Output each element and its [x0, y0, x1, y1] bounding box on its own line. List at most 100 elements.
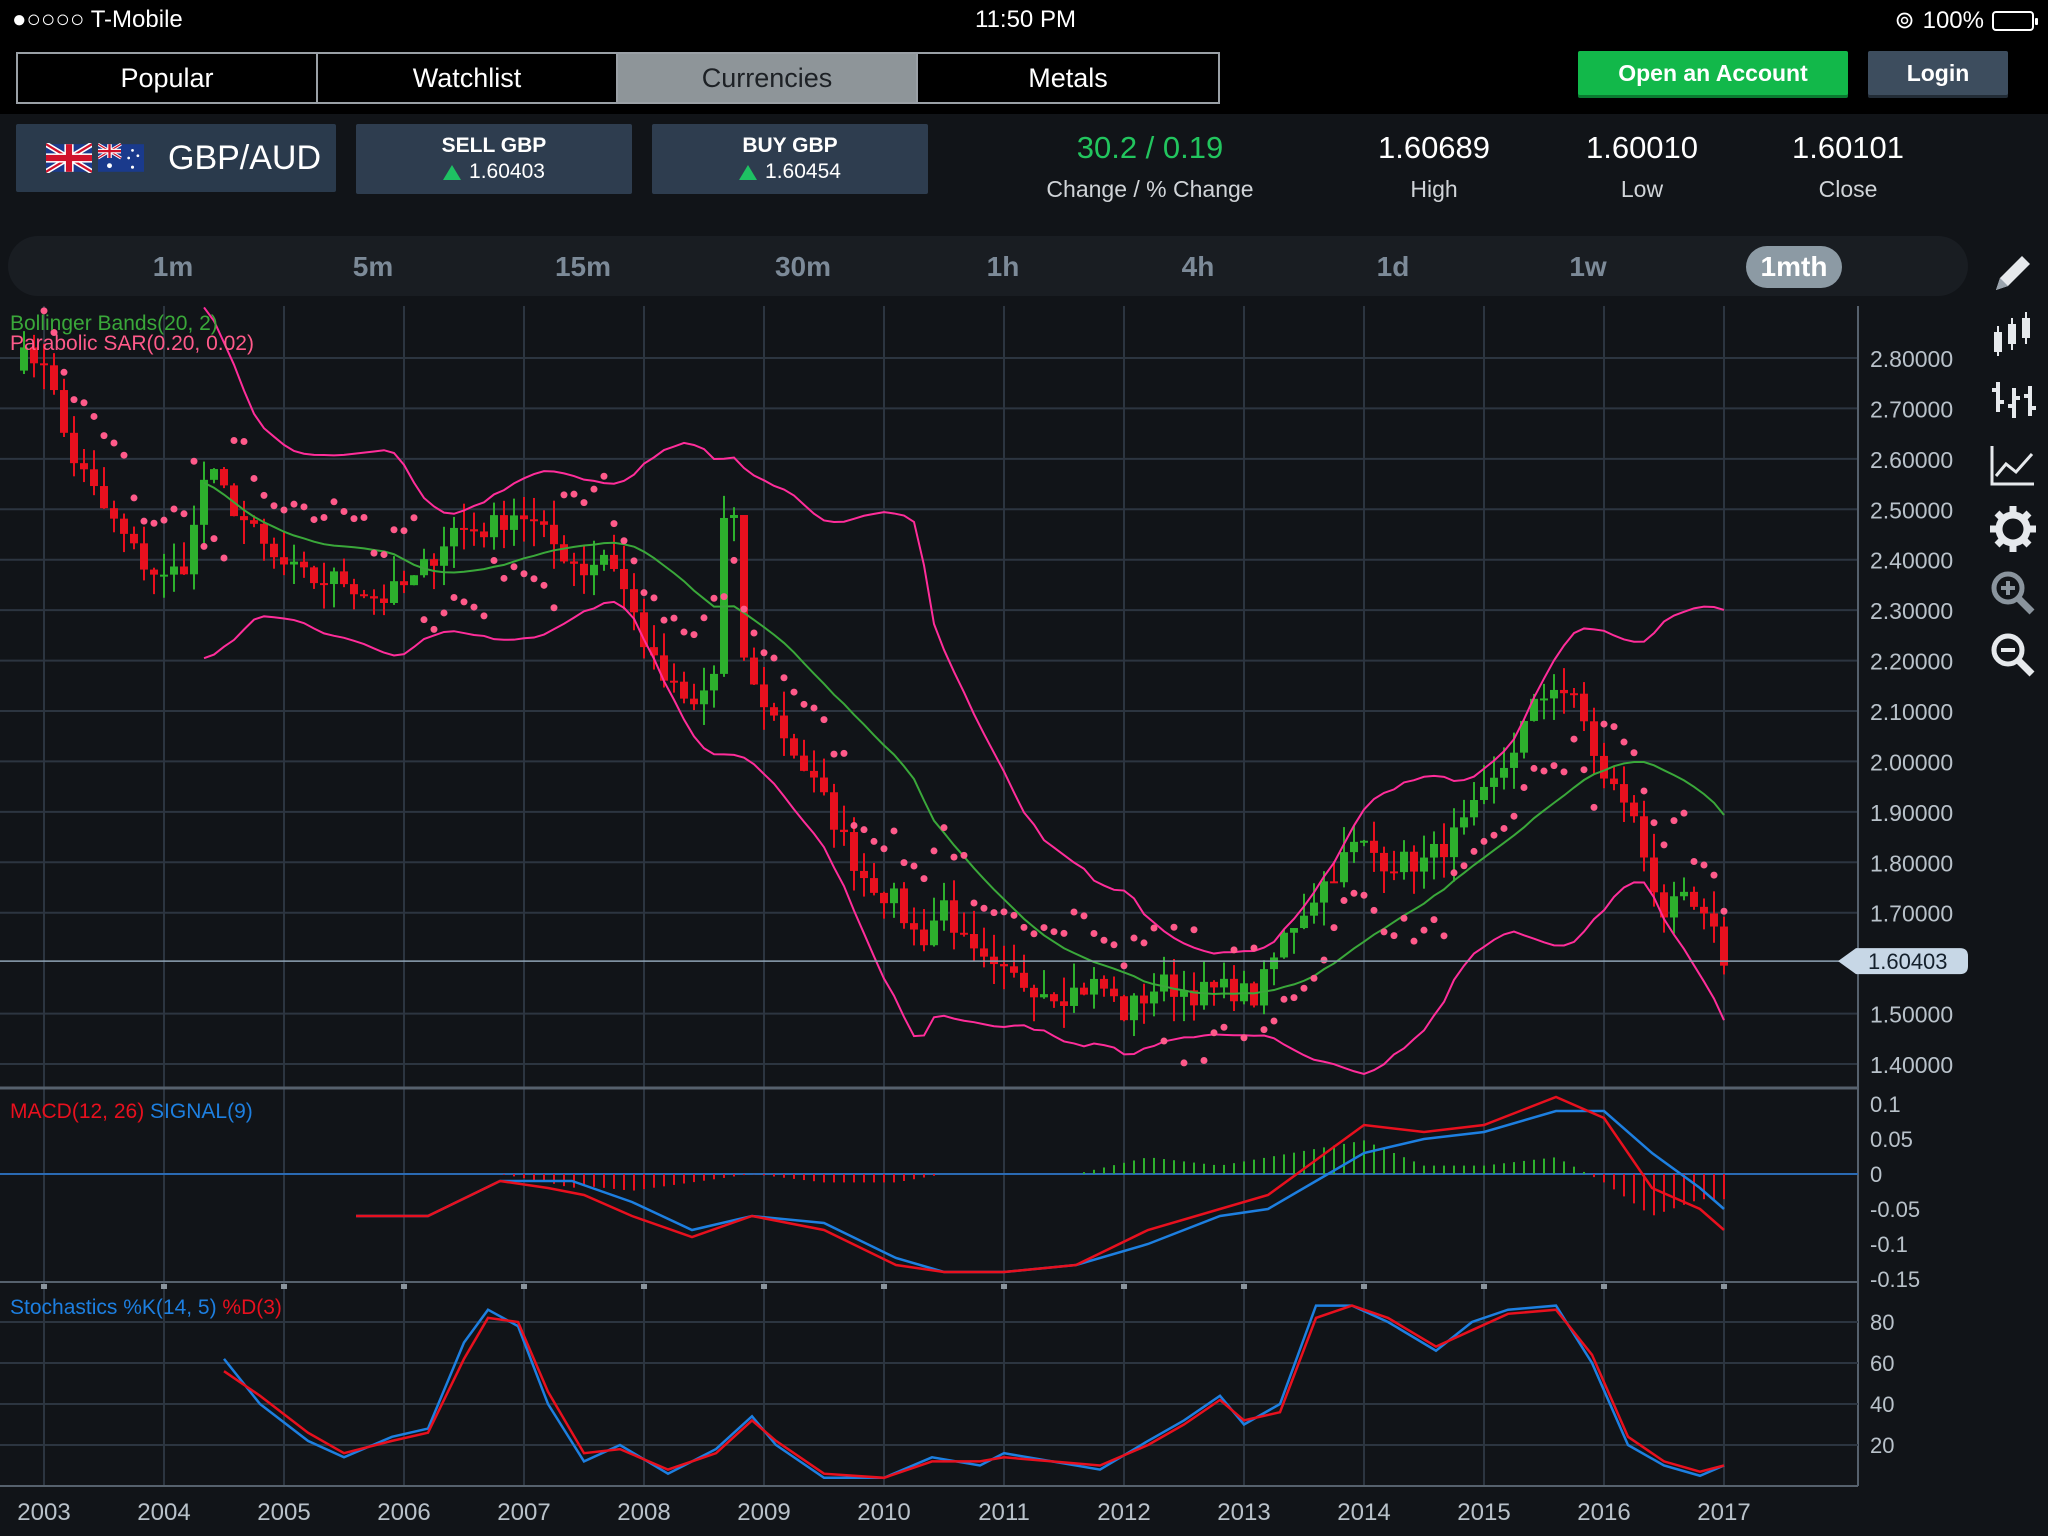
divider-marker — [161, 1284, 167, 1289]
timeframe-15m[interactable]: 15m — [554, 251, 612, 282]
line-chart-icon[interactable] — [1988, 440, 2038, 490]
sar-dot — [960, 851, 968, 859]
zoom-in-icon[interactable] — [1988, 568, 2038, 618]
candle-body — [830, 792, 838, 830]
x-tick-label: 2003 — [17, 1499, 70, 1526]
sar-dot — [1420, 926, 1428, 934]
candlestick-icon[interactable] — [1988, 310, 2038, 360]
sar-dot — [140, 517, 148, 525]
candle-body — [1080, 987, 1088, 995]
sar-dot — [1240, 1034, 1248, 1042]
pencil-icon[interactable] — [1988, 248, 2038, 298]
sar-dot — [640, 589, 648, 597]
sar-dot — [90, 412, 98, 420]
candle-body — [800, 755, 808, 771]
sar-dot — [1220, 1023, 1228, 1031]
plot-background — [0, 306, 1858, 1486]
x-tick-label: 2012 — [1097, 1499, 1150, 1526]
sar-dot — [190, 457, 198, 465]
sar-dot — [830, 750, 838, 758]
sar-dot — [1000, 908, 1008, 916]
ohlc-bars-icon[interactable] — [1988, 376, 2038, 426]
login-button[interactable]: Login — [1868, 51, 2008, 95]
currency-pair-selector[interactable]: GBP/AUD — [16, 124, 336, 192]
sar-dot — [1010, 911, 1018, 919]
sar-dot — [350, 515, 358, 523]
candle-body — [1700, 906, 1708, 914]
divider-marker — [1001, 1284, 1007, 1289]
timeframe-30m[interactable]: 30m — [774, 251, 832, 282]
candle-body — [630, 589, 638, 613]
sar-dot — [430, 625, 438, 633]
sar-dot — [740, 605, 748, 613]
y-tick-label: 2.00000 — [1870, 749, 1953, 775]
candle-body — [1430, 843, 1438, 858]
candle-body — [1530, 698, 1538, 721]
candle-body — [910, 923, 918, 930]
candle-body — [340, 571, 348, 585]
tab-currencies[interactable]: Currencies — [618, 54, 918, 102]
sar-dot — [820, 716, 828, 724]
candle-body — [1110, 988, 1118, 997]
sar-dot — [510, 563, 518, 571]
candle-body — [1340, 852, 1348, 883]
candle-body — [820, 777, 828, 793]
timeframe-1h[interactable]: 1h — [986, 251, 1020, 282]
candle-body — [1500, 767, 1508, 778]
sar-dot — [1670, 817, 1678, 825]
candle-body — [160, 574, 168, 577]
zoom-out-icon[interactable] — [1988, 630, 2038, 680]
sar-dot — [1640, 787, 1648, 795]
candle-body — [660, 655, 668, 681]
high-value: 1.60689 — [1377, 130, 1491, 165]
timeframe-1mth[interactable]: 1mth — [1746, 246, 1842, 288]
timeframe-4h[interactable]: 4h — [1181, 251, 1215, 282]
sar-dot — [400, 527, 408, 535]
sar-dot — [730, 556, 738, 564]
candle-body — [1350, 841, 1358, 853]
y-tick-label: 1.70000 — [1870, 901, 1953, 927]
sar-dot — [1700, 861, 1708, 869]
candle-body — [1560, 689, 1568, 694]
sell-button[interactable]: SELL GBP 1.60403 — [356, 124, 632, 194]
y-tick-label: 1.90000 — [1870, 800, 1953, 826]
candle-body — [890, 888, 898, 904]
candle-body — [200, 479, 208, 525]
tab-metals[interactable]: Metals — [918, 54, 1218, 102]
sar-dot — [1650, 819, 1658, 827]
tab-popular[interactable]: Popular — [18, 54, 318, 102]
sar-dot — [1610, 723, 1618, 731]
sar-dot — [1710, 871, 1718, 879]
tab-watchlist[interactable]: Watchlist — [318, 54, 618, 102]
stoch-y-tick-label: 80 — [1870, 1310, 1894, 1335]
sar-dot — [1200, 1057, 1208, 1065]
stoch-y-tick-label: 60 — [1870, 1351, 1894, 1376]
x-tick-label: 2006 — [377, 1499, 430, 1526]
sar-dot — [40, 307, 48, 315]
sar-legend: Parabolic SAR(0.20, 0.02) — [10, 332, 254, 355]
chart-canvas[interactable]: 2003 2004 2005 2006 2007 2008 2009 2010 2011 2012… — [0, 306, 1976, 1536]
sar-dot — [1530, 764, 1538, 772]
sar-dot — [1330, 924, 1338, 932]
candle-body — [360, 594, 368, 597]
candle-body — [1450, 827, 1458, 858]
y-tick-label: 2.50000 — [1870, 497, 1953, 523]
y-tick-label: 1.40000 — [1870, 1052, 1953, 1078]
gear-icon[interactable] — [1988, 504, 2038, 554]
timeframe-1d[interactable]: 1d — [1376, 251, 1410, 282]
buy-button[interactable]: BUY GBP 1.60454 — [652, 124, 928, 194]
candle-body — [580, 563, 588, 576]
sar-dot — [130, 494, 138, 502]
current-price-label: 1.60403 — [1868, 949, 1948, 974]
timeframe-1m[interactable]: 1m — [152, 251, 194, 282]
y-tick-label: 2.70000 — [1870, 396, 1953, 422]
sar-dot — [610, 520, 618, 528]
divider-marker — [1601, 1284, 1607, 1289]
price-chart-area[interactable]: 2003 2004 2005 2006 2007 2008 2009 2010 2011 2012… — [0, 306, 1976, 1536]
open-account-button[interactable]: Open an Account — [1578, 51, 1848, 95]
candle-body — [540, 521, 548, 525]
timeframe-1w[interactable]: 1w — [1569, 251, 1607, 282]
sar-dot — [410, 514, 418, 522]
timeframe-5m[interactable]: 5m — [352, 251, 394, 282]
stoch-y-tick-label: 20 — [1870, 1433, 1894, 1458]
